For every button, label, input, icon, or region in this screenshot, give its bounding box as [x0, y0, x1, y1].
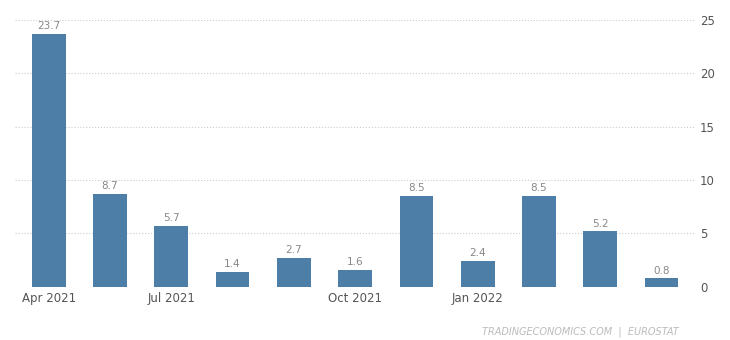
Bar — [583, 231, 617, 287]
Text: 5.2: 5.2 — [592, 219, 609, 228]
Bar — [32, 34, 66, 287]
Text: 2.7: 2.7 — [285, 245, 302, 255]
Bar — [522, 196, 556, 287]
Text: 23.7: 23.7 — [37, 21, 61, 31]
Text: 8.7: 8.7 — [101, 181, 118, 191]
Text: 5.7: 5.7 — [163, 213, 180, 223]
Bar — [461, 261, 494, 287]
Text: 0.8: 0.8 — [653, 266, 670, 275]
Text: 2.4: 2.4 — [469, 249, 486, 258]
Bar — [277, 258, 311, 287]
Text: 8.5: 8.5 — [408, 183, 425, 193]
Bar — [93, 194, 127, 287]
Text: 1.6: 1.6 — [347, 257, 364, 267]
Text: 1.4: 1.4 — [224, 259, 241, 269]
Bar — [215, 272, 250, 287]
Bar — [645, 278, 678, 287]
Text: TRADINGECONOMICS.COM  |  EUROSTAT: TRADINGECONOMICS.COM | EUROSTAT — [482, 326, 679, 337]
Bar — [338, 270, 372, 287]
Bar — [155, 226, 188, 287]
Text: 8.5: 8.5 — [531, 183, 548, 193]
Bar — [399, 196, 434, 287]
